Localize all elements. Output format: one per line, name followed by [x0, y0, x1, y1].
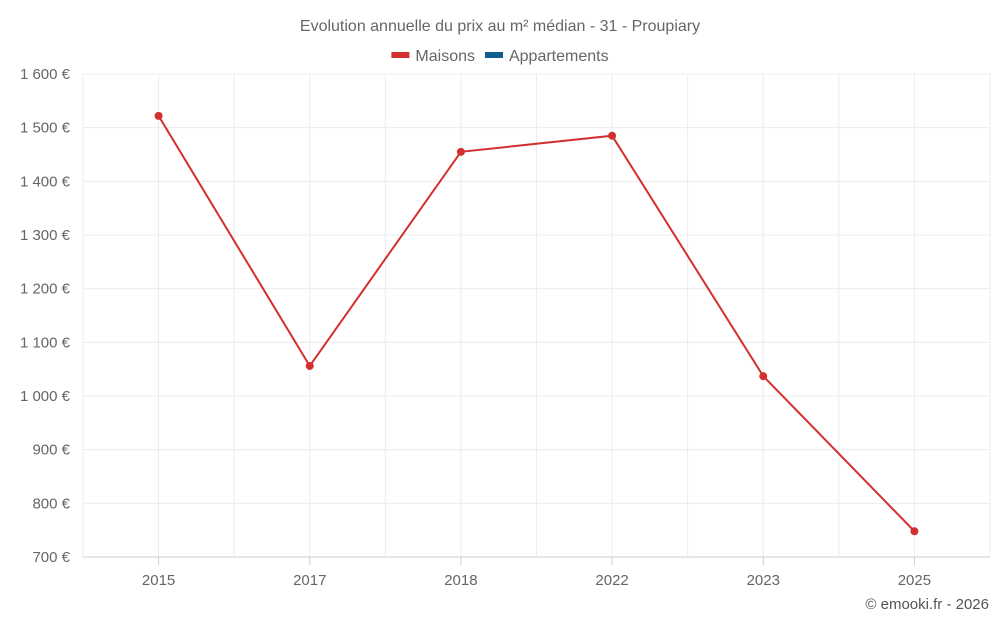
- x-tick-label: 2025: [898, 572, 931, 589]
- chart-title: Evolution annuelle du prix au m² médian …: [300, 18, 700, 35]
- data-point[interactable]: [608, 131, 617, 140]
- data-point[interactable]: [910, 527, 919, 536]
- credit-text: © emooki.fr - 2026: [865, 596, 989, 613]
- data-point[interactable]: [759, 372, 768, 381]
- x-tick-label: 2023: [747, 572, 780, 589]
- grid: [82, 73, 991, 558]
- legend-swatch: [391, 52, 410, 58]
- y-tick-label: 1 500 €: [20, 120, 71, 137]
- data-point[interactable]: [154, 111, 163, 120]
- legend-item-label[interactable]: Maisons: [415, 48, 475, 65]
- legend-item-label[interactable]: Appartements: [509, 48, 609, 65]
- series-layer: [154, 111, 919, 536]
- y-tick-label: 1 400 €: [20, 173, 71, 190]
- y-tick-label: 1 300 €: [20, 227, 71, 244]
- y-tick-label: 700 €: [32, 549, 70, 566]
- legend: Maisons Appartements: [391, 48, 609, 65]
- x-tick-label: 2017: [293, 572, 326, 589]
- y-axis: 700 € 800 € 900 € 1 000 € 1 100 € 1 200 € 1 30…: [20, 66, 71, 566]
- y-tick-label: 900 €: [32, 442, 70, 459]
- y-tick-label: 1 100 €: [20, 334, 71, 351]
- y-tick-label: 1 600 €: [20, 66, 71, 83]
- series-maisons: [154, 111, 919, 536]
- data-point[interactable]: [456, 147, 465, 156]
- y-tick-label: 1 000 €: [20, 388, 71, 405]
- x-tick-label: 2018: [444, 572, 477, 589]
- y-tick-label: 800 €: [32, 495, 70, 512]
- x-axis: 2015 2017 2018 2022 2023 2025: [142, 557, 931, 589]
- series-line: [157, 115, 916, 532]
- x-tick-label: 2022: [595, 572, 628, 589]
- data-point[interactable]: [305, 361, 314, 370]
- y-tick-label: 1 200 €: [20, 281, 71, 298]
- x-tick-label: 2015: [142, 572, 175, 589]
- legend-swatch: [484, 52, 503, 58]
